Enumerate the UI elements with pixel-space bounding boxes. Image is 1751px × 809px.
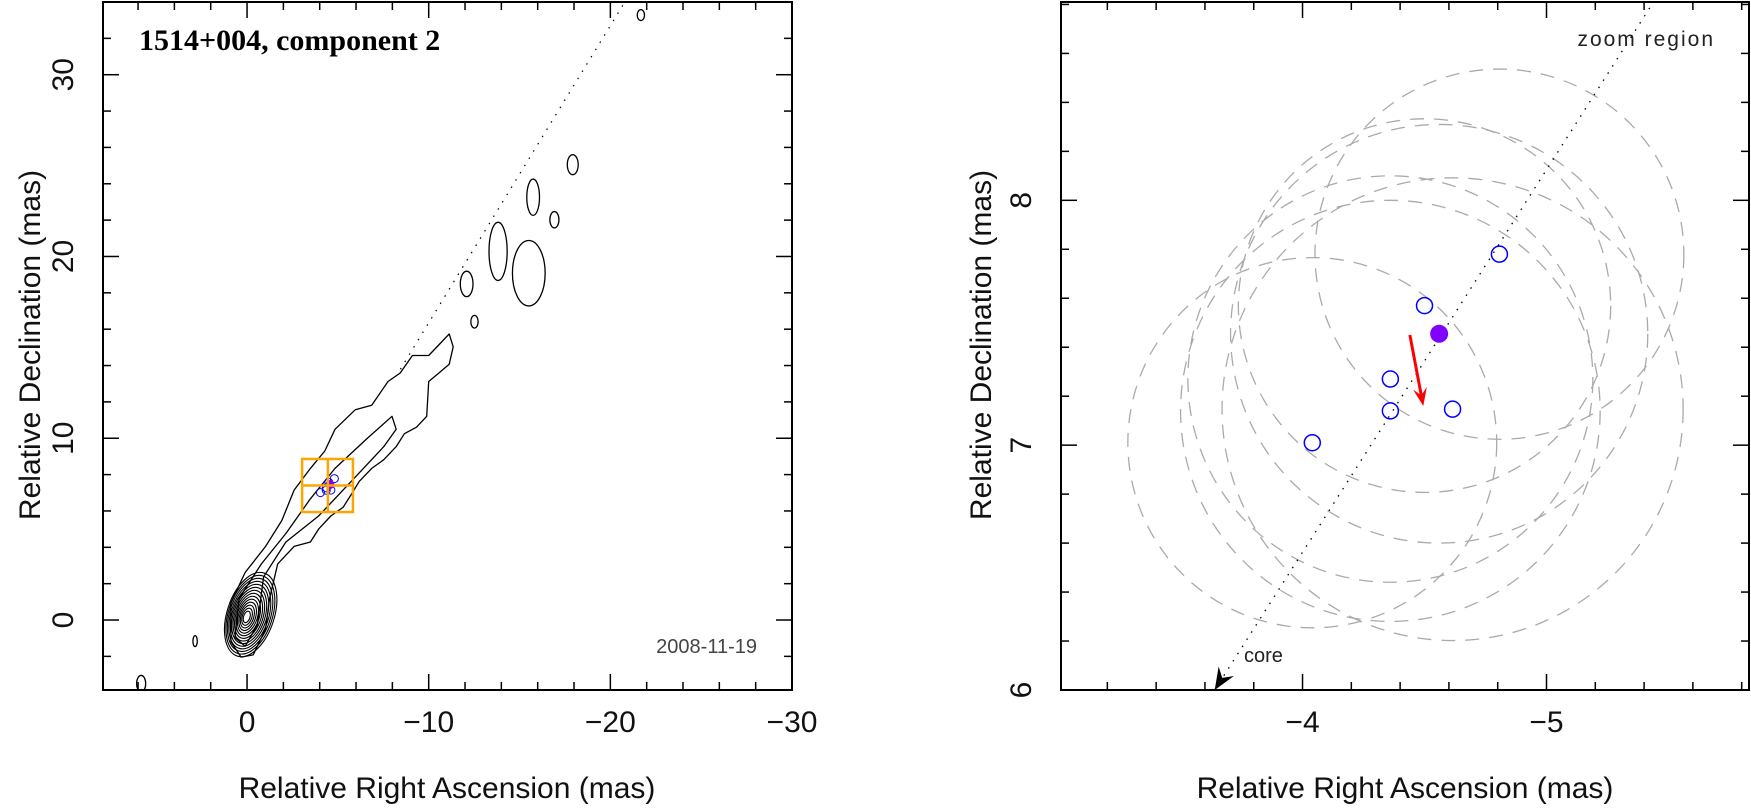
core-direction-arrowhead <box>1214 666 1234 690</box>
jet-contour-outer <box>230 333 454 658</box>
x-tick-label: −30 <box>767 706 818 739</box>
contour-island <box>636 8 646 22</box>
contour-island <box>526 178 541 217</box>
x-tick-label: −5 <box>1529 706 1563 739</box>
x-tick-label: −10 <box>403 706 454 739</box>
uncertainty-circle <box>1229 123 1649 544</box>
component-position-marker <box>1381 370 1400 388</box>
uncertainty-circle <box>1127 256 1498 629</box>
x-tick-label: 0 <box>239 706 256 739</box>
core-contour <box>223 571 278 658</box>
component-position-marker <box>315 488 325 498</box>
y-tick-label: 0 <box>47 612 80 629</box>
contour-island <box>470 314 479 329</box>
right-x-axis-title: Relative Right Ascension (mas) <box>1197 772 1614 805</box>
jet-contour-inner <box>234 415 397 647</box>
plot-title: 1514+004, component 2 <box>139 24 440 57</box>
x-tick-label: −4 <box>1285 706 1319 739</box>
right-y-axis-title: Relative Declination (mas) <box>965 170 998 520</box>
core-contour <box>242 610 251 624</box>
y-tick-label: 6 <box>1005 682 1038 699</box>
contour-island <box>549 210 560 229</box>
component-position-marker <box>1381 402 1400 420</box>
contour-island <box>566 154 579 176</box>
plot-frame <box>1060 1 1750 691</box>
plot-frame <box>102 1 793 691</box>
right-panel-zoom-region: −4 −5 6 7 8 <box>1005 1 1750 739</box>
motion-vector-arrowhead <box>1413 386 1427 406</box>
uncertainty-circle <box>1221 177 1684 642</box>
core-contour <box>229 583 270 647</box>
y-tick-label: 8 <box>1005 192 1038 209</box>
uncertainty-circle <box>1187 175 1594 583</box>
contour-island <box>192 635 198 648</box>
core-contour <box>241 607 253 626</box>
core-contour <box>232 589 266 642</box>
plot-area <box>1127 2 1685 690</box>
x-tick-label: −20 <box>585 706 636 739</box>
y-tick-label: 7 <box>1005 437 1038 454</box>
jet-axis-dotted-line <box>1214 2 1655 690</box>
contour-island <box>488 221 508 282</box>
y-tick-label: 30 <box>47 58 80 91</box>
core-contour <box>231 586 268 645</box>
core-contour <box>236 598 260 634</box>
core-contour <box>239 604 255 629</box>
component-position-marker <box>1415 296 1434 315</box>
core-contour <box>228 580 272 650</box>
core-contour <box>234 592 264 639</box>
core-contour <box>225 574 276 655</box>
contour-island <box>135 674 147 690</box>
component-position-marker <box>1443 400 1462 418</box>
left-panel-contour-map: 0 −10 −20 −30 0 10 20 30 <box>47 1 818 739</box>
contour-island <box>511 239 546 307</box>
motion-vector-shaft <box>1408 334 1423 397</box>
uncertainty-circle <box>1237 118 1612 494</box>
core-label: core <box>1244 645 1283 667</box>
y-tick-label: 10 <box>47 422 80 455</box>
component-position-marker <box>1303 433 1322 452</box>
core-contour <box>238 601 258 632</box>
epoch-date-label: 2008-11-19 <box>656 636 757 658</box>
plot-area <box>135 2 646 690</box>
mean-position-marker <box>1430 324 1449 343</box>
left-x-axis-title: Relative Right Ascension (mas) <box>239 772 656 805</box>
uncertainty-circle <box>1179 199 1601 623</box>
zoom-region-label: zoom region <box>1577 28 1715 51</box>
jet-axis-dotted-line <box>399 2 626 370</box>
contour-island <box>459 270 474 298</box>
left-y-axis-title: Relative Declination (mas) <box>14 170 47 520</box>
y-tick-label: 20 <box>47 240 80 273</box>
uncertainty-circle <box>1314 68 1685 440</box>
component-position-marker <box>1490 245 1509 263</box>
